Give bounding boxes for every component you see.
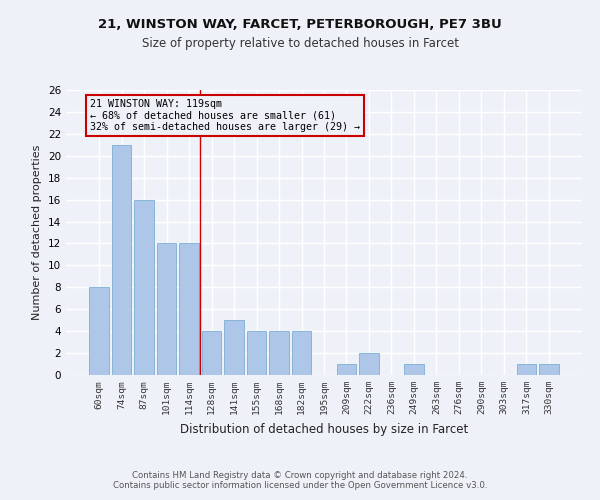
Bar xyxy=(134,200,154,375)
Bar xyxy=(359,353,379,375)
Bar xyxy=(112,145,131,375)
Bar xyxy=(157,244,176,375)
Bar xyxy=(337,364,356,375)
Bar xyxy=(539,364,559,375)
Bar xyxy=(202,331,221,375)
Bar xyxy=(517,364,536,375)
Text: Size of property relative to detached houses in Farcet: Size of property relative to detached ho… xyxy=(142,38,458,51)
Bar xyxy=(404,364,424,375)
Text: 21, WINSTON WAY, FARCET, PETERBOROUGH, PE7 3BU: 21, WINSTON WAY, FARCET, PETERBOROUGH, P… xyxy=(98,18,502,30)
X-axis label: Distribution of detached houses by size in Farcet: Distribution of detached houses by size … xyxy=(180,422,468,436)
Text: 21 WINSTON WAY: 119sqm
← 68% of detached houses are smaller (61)
32% of semi-det: 21 WINSTON WAY: 119sqm ← 68% of detached… xyxy=(89,99,359,132)
Text: Contains HM Land Registry data © Crown copyright and database right 2024.
Contai: Contains HM Land Registry data © Crown c… xyxy=(113,470,487,490)
Bar xyxy=(292,331,311,375)
Bar xyxy=(89,288,109,375)
Bar xyxy=(224,320,244,375)
Bar xyxy=(179,244,199,375)
Bar xyxy=(247,331,266,375)
Y-axis label: Number of detached properties: Number of detached properties xyxy=(32,145,43,320)
Bar xyxy=(269,331,289,375)
